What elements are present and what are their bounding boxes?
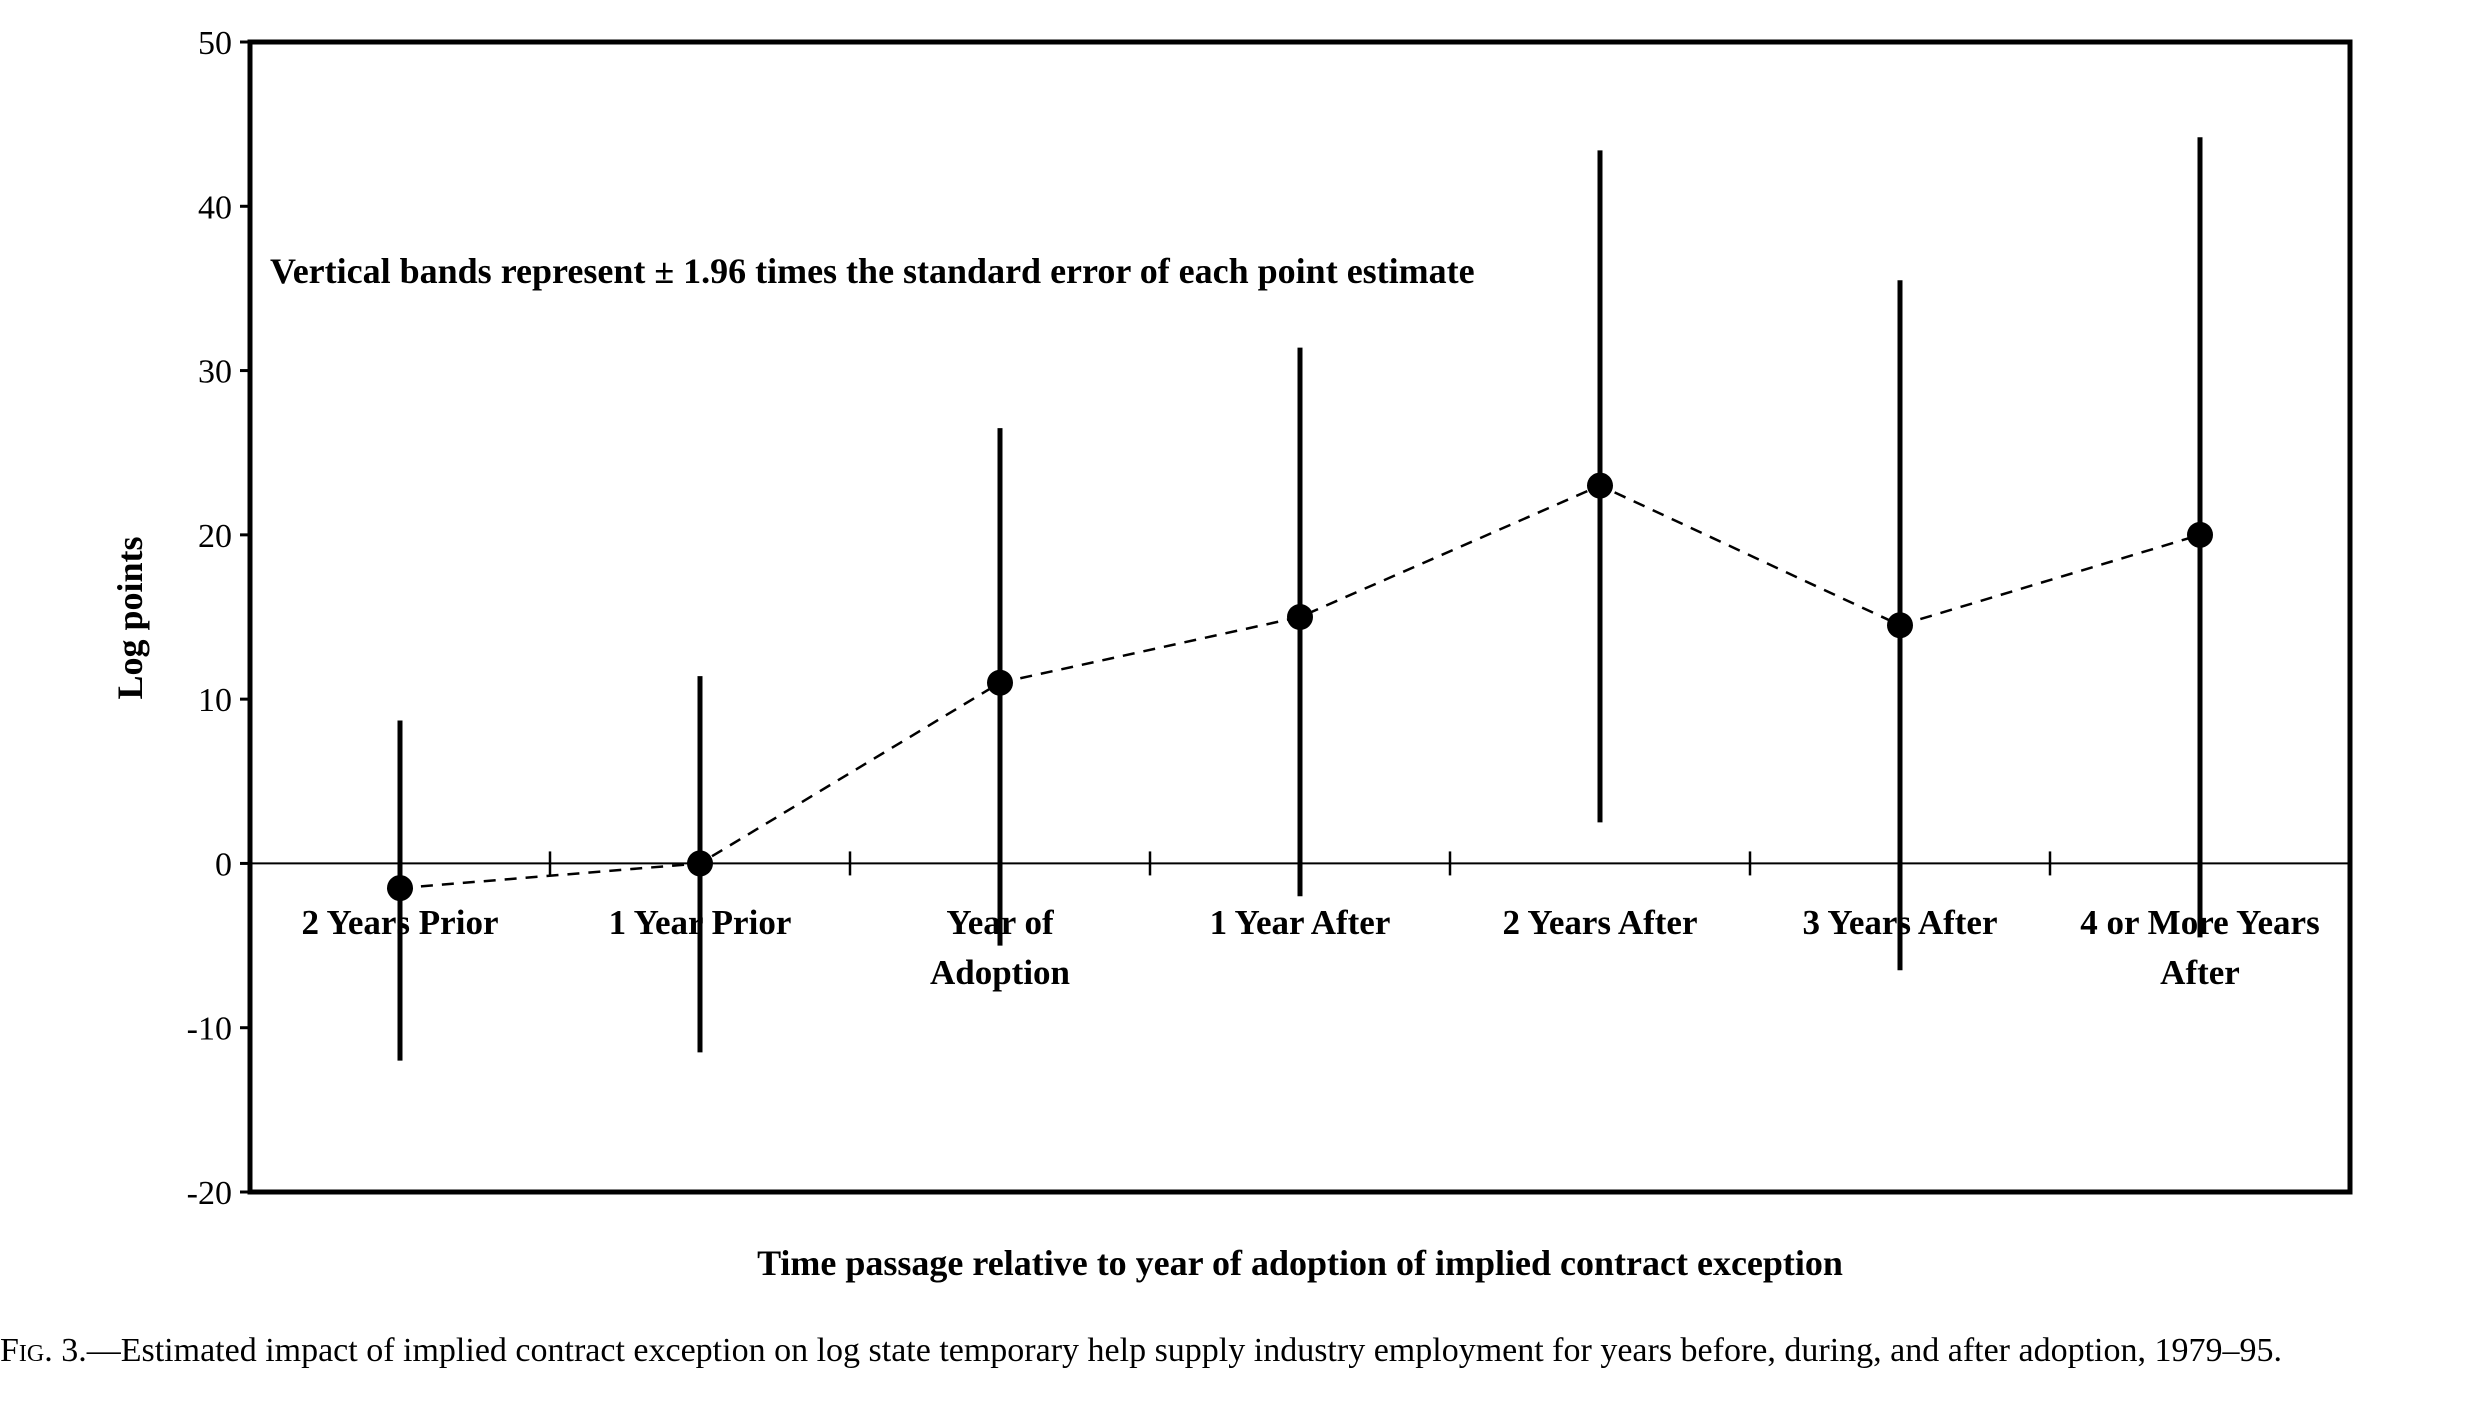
y-axis: -20 -10 0 10 20 30 40 50 [187,25,250,1212]
x-category-label: 1 Year After [1210,903,1391,942]
y-axis-title: Log points [110,536,150,699]
caption-label: Fig. 3. [0,1332,87,1369]
y-tick-label: 10 [198,682,232,719]
y-tick-label: 30 [198,354,232,391]
x-category-label: 3 Years After [1802,903,1997,942]
data-point [1587,472,1613,499]
y-tick-label: 40 [198,189,232,226]
x-category-label: Adoption [930,953,1070,992]
x-category-label: 2 Years Prior [302,903,499,942]
plot-frame [247,39,2353,1195]
data-point [387,875,413,902]
data-point [687,850,713,877]
y-tick-label: 0 [215,846,232,883]
chart: -20 -10 0 10 20 30 40 50 2 Years Prior 1 Year Pr… [110,25,2353,1283]
x-axis-title: Time passage relative to year of adoptio… [757,1243,1843,1283]
caption-text: —Estimated impact of implied contract ex… [86,1332,2282,1369]
y-tick-label: 20 [198,518,232,555]
data-point [1287,604,1313,630]
plot-border [247,39,2353,1195]
x-category-label: 1 Year Prior [609,903,792,942]
figure-caption: Fig. 3.—Estimated impact of implied cont… [0,1330,2466,1372]
x-category-label: 4 or More Years [2080,903,2319,942]
data-point [2187,521,2213,548]
y-tick-label: 50 [198,25,232,62]
data-point [1887,612,1913,639]
x-category-label: After [2160,953,2240,992]
x-category-label: 2 Years After [1502,903,1697,942]
points [387,472,2213,902]
chart-annotation: Vertical bands represent ± 1.96 times th… [270,251,1475,291]
x-category-label: Year of [946,903,1054,942]
y-tick-label: -10 [187,1011,232,1048]
data-point [987,669,1013,696]
y-tick-label: -20 [187,1175,232,1212]
category-labels: 2 Years Prior 1 Year Prior Year of Adoption… [302,903,2320,992]
